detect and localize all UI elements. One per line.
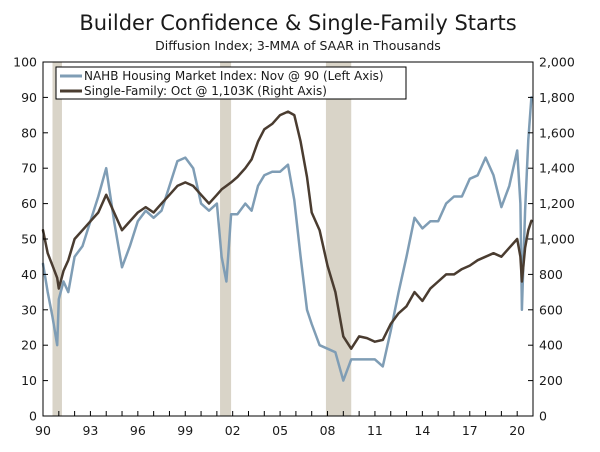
x-axis: 90 93 96 99 02 05 08 11 14 17 20	[35, 411, 534, 438]
y-right-tick-label: 0	[539, 409, 547, 424]
y-left-tick-label: 0	[29, 409, 37, 424]
y-left-tick-label: 70	[21, 161, 37, 176]
y-right-tick-label: 1,600	[539, 125, 575, 140]
y-right-tick-label: 400	[539, 338, 563, 353]
y-axis-right: 0 200 400 600 800 1,000 1,200 1,400 1,600 1,800 2,…	[528, 55, 575, 424]
y-right-tick-label: 2,000	[539, 55, 575, 70]
x-tick-label: 90	[35, 423, 51, 438]
y-right-tick-label: 1,400	[539, 161, 575, 176]
x-tick-label: 96	[130, 423, 146, 438]
y-right-tick-label: 1,200	[539, 196, 575, 211]
x-tick-label: 11	[367, 423, 383, 438]
legend-label-nahb: NAHB Housing Market Index: Nov @ 90 (Lef…	[84, 69, 384, 83]
legend: NAHB Housing Market Index: Nov @ 90 (Lef…	[55, 66, 407, 100]
recession-band-2	[325, 62, 352, 416]
recession-band-1	[220, 62, 232, 416]
y-left-tick-label: 50	[21, 232, 37, 247]
y-left-tick-label: 90	[21, 90, 37, 105]
x-tick-label: 17	[462, 423, 478, 438]
x-tick-label: 20	[509, 423, 525, 438]
x-tick-label: 93	[82, 423, 98, 438]
legend-label-single-family: Single-Family: Oct @ 1,103K (Right Axis)	[84, 84, 327, 98]
y-left-tick-label: 80	[21, 125, 37, 140]
recession-band-0	[52, 62, 62, 416]
x-tick-label: 99	[177, 423, 193, 438]
series-line-single-family	[41, 110, 533, 350]
series-lines	[41, 96, 533, 382]
x-tick-label: 08	[320, 423, 336, 438]
chart-title: Builder Confidence & Single-Family Start…	[79, 11, 516, 35]
y-left-tick-label: 100	[13, 55, 37, 70]
x-tick-label: 02	[225, 423, 241, 438]
y-left-tick-label: 30	[21, 302, 37, 317]
y-left-tick-label: 40	[21, 267, 37, 282]
y-right-tick-label: 1,800	[539, 90, 575, 105]
x-tick-label: 05	[272, 423, 288, 438]
y-axis-left: 0 10 20 30 40 50 60 70 80 90 100	[13, 55, 48, 424]
y-right-tick-label: 800	[539, 267, 563, 282]
series-line-nahb	[41, 96, 533, 382]
x-tick-label: 14	[414, 423, 430, 438]
chart-subtitle: Diffusion Index; 3-MMA of SAAR in Thousa…	[155, 38, 441, 53]
y-left-tick-label: 60	[21, 196, 37, 211]
legend-box	[55, 66, 407, 100]
recession-bands	[52, 62, 352, 416]
y-right-tick-label: 200	[539, 373, 563, 388]
y-right-tick-label: 600	[539, 302, 563, 317]
y-left-tick-label: 10	[21, 373, 37, 388]
y-right-tick-label: 1,000	[539, 232, 575, 247]
y-left-tick-label: 20	[21, 338, 37, 353]
